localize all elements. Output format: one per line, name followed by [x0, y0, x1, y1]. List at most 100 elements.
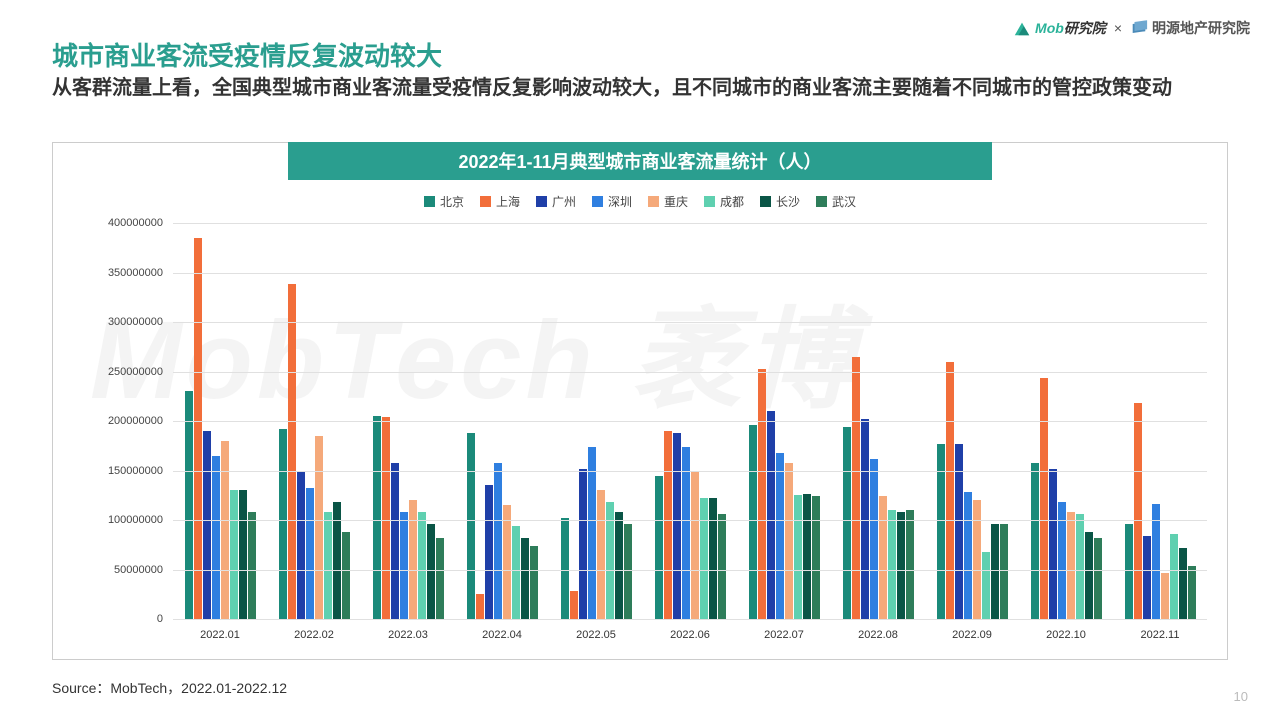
bar [279, 429, 287, 619]
bar [664, 431, 672, 619]
bar [758, 369, 766, 619]
page-title: 城市商业客流受疫情反复波动较大 [52, 36, 442, 73]
bar [1040, 378, 1048, 619]
gridline [173, 223, 1207, 224]
bar [964, 492, 972, 619]
legend-label: 深圳 [608, 193, 632, 210]
legend-swatch [592, 196, 603, 207]
x-axis-label: 2022.07 [737, 629, 831, 641]
bar [400, 512, 408, 619]
x-axis-label: 2022.05 [549, 629, 643, 641]
chart-container: 2022年1-11月典型城市商业客流量统计（人） 北京上海广州深圳重庆成都长沙武… [52, 142, 1228, 660]
mingyuan-logo-icon [1130, 19, 1148, 37]
logo-separator: × [1114, 20, 1122, 36]
legend-label: 北京 [440, 193, 464, 210]
legend-item: 武汉 [816, 193, 856, 210]
bar [1170, 534, 1178, 619]
legend-item: 北京 [424, 193, 464, 210]
legend-swatch [816, 196, 827, 207]
x-axis-label: 2022.09 [925, 629, 1019, 641]
legend-label: 长沙 [776, 193, 800, 210]
gridline [173, 273, 1207, 274]
bar [897, 512, 905, 619]
bar [342, 532, 350, 619]
bar [409, 500, 417, 619]
bar [973, 500, 981, 619]
header-logos: Mob研究院 × 明源地产研究院 [1013, 18, 1250, 38]
bar [297, 472, 305, 619]
gridline [173, 471, 1207, 472]
source-text: Source：MobTech，2022.01-2022.12 [52, 678, 287, 698]
bar [682, 447, 690, 619]
gridline [173, 322, 1207, 323]
gridline [173, 421, 1207, 422]
bar [785, 463, 793, 619]
bar [982, 552, 990, 619]
bar [315, 436, 323, 619]
mingyuan-logo: 明源地产研究院 [1130, 18, 1250, 38]
bar [512, 526, 520, 619]
legend-swatch [536, 196, 547, 207]
bar [700, 498, 708, 619]
bar [306, 488, 314, 619]
legend-swatch [648, 196, 659, 207]
bar [588, 447, 596, 619]
y-axis-label: 200000000 [63, 415, 163, 427]
bar [852, 357, 860, 619]
bar [1188, 566, 1196, 619]
bar [767, 411, 775, 619]
bar [946, 362, 954, 619]
bar [436, 538, 444, 619]
bar [615, 512, 623, 619]
y-axis-label: 300000000 [63, 316, 163, 328]
legend-label: 广州 [552, 193, 576, 210]
y-axis-label: 250000000 [63, 366, 163, 378]
bar [709, 498, 717, 619]
legend-item: 广州 [536, 193, 576, 210]
bar [203, 431, 211, 619]
bar [1000, 524, 1008, 619]
bar [906, 510, 914, 619]
bar [427, 524, 435, 619]
bar [503, 505, 511, 619]
bar [521, 538, 529, 619]
bar [776, 453, 784, 619]
bar [418, 512, 426, 619]
bar [485, 485, 493, 619]
legend-label: 上海 [496, 193, 520, 210]
bar [812, 496, 820, 619]
bar [718, 514, 726, 619]
bar [888, 510, 896, 619]
y-axis-label: 50000000 [63, 564, 163, 576]
bar [391, 463, 399, 619]
page-subtitle: 从客群流量上看，全国典型城市商业客流量受疫情反复影响波动较大，且不同城市的商业客… [52, 74, 1228, 103]
x-axis-label: 2022.02 [267, 629, 361, 641]
bar [991, 524, 999, 619]
bar [794, 495, 802, 619]
x-axis-label: 2022.03 [361, 629, 455, 641]
x-axis-label: 2022.10 [1019, 629, 1113, 641]
y-axis-label: 0 [63, 613, 163, 625]
bar [476, 594, 484, 619]
gridline [173, 372, 1207, 373]
bar [1031, 463, 1039, 619]
bar [1134, 403, 1142, 619]
legend-item: 深圳 [592, 193, 632, 210]
x-axis-label: 2022.08 [831, 629, 925, 641]
bar [879, 496, 887, 619]
legend-item: 成都 [704, 193, 744, 210]
bar [843, 427, 851, 619]
x-axis-label: 2022.04 [455, 629, 549, 641]
legend-swatch [424, 196, 435, 207]
bar [655, 476, 663, 619]
bar [221, 441, 229, 619]
legend-item: 重庆 [648, 193, 688, 210]
mingyuan-logo-text: 明源地产研究院 [1152, 18, 1250, 38]
page-number: 10 [1234, 689, 1248, 704]
bar [467, 433, 475, 619]
gridline [173, 619, 1207, 620]
legend-item: 上海 [480, 193, 520, 210]
bar [673, 433, 681, 619]
y-axis-label: 150000000 [63, 465, 163, 477]
x-axis-label: 2022.06 [643, 629, 737, 641]
